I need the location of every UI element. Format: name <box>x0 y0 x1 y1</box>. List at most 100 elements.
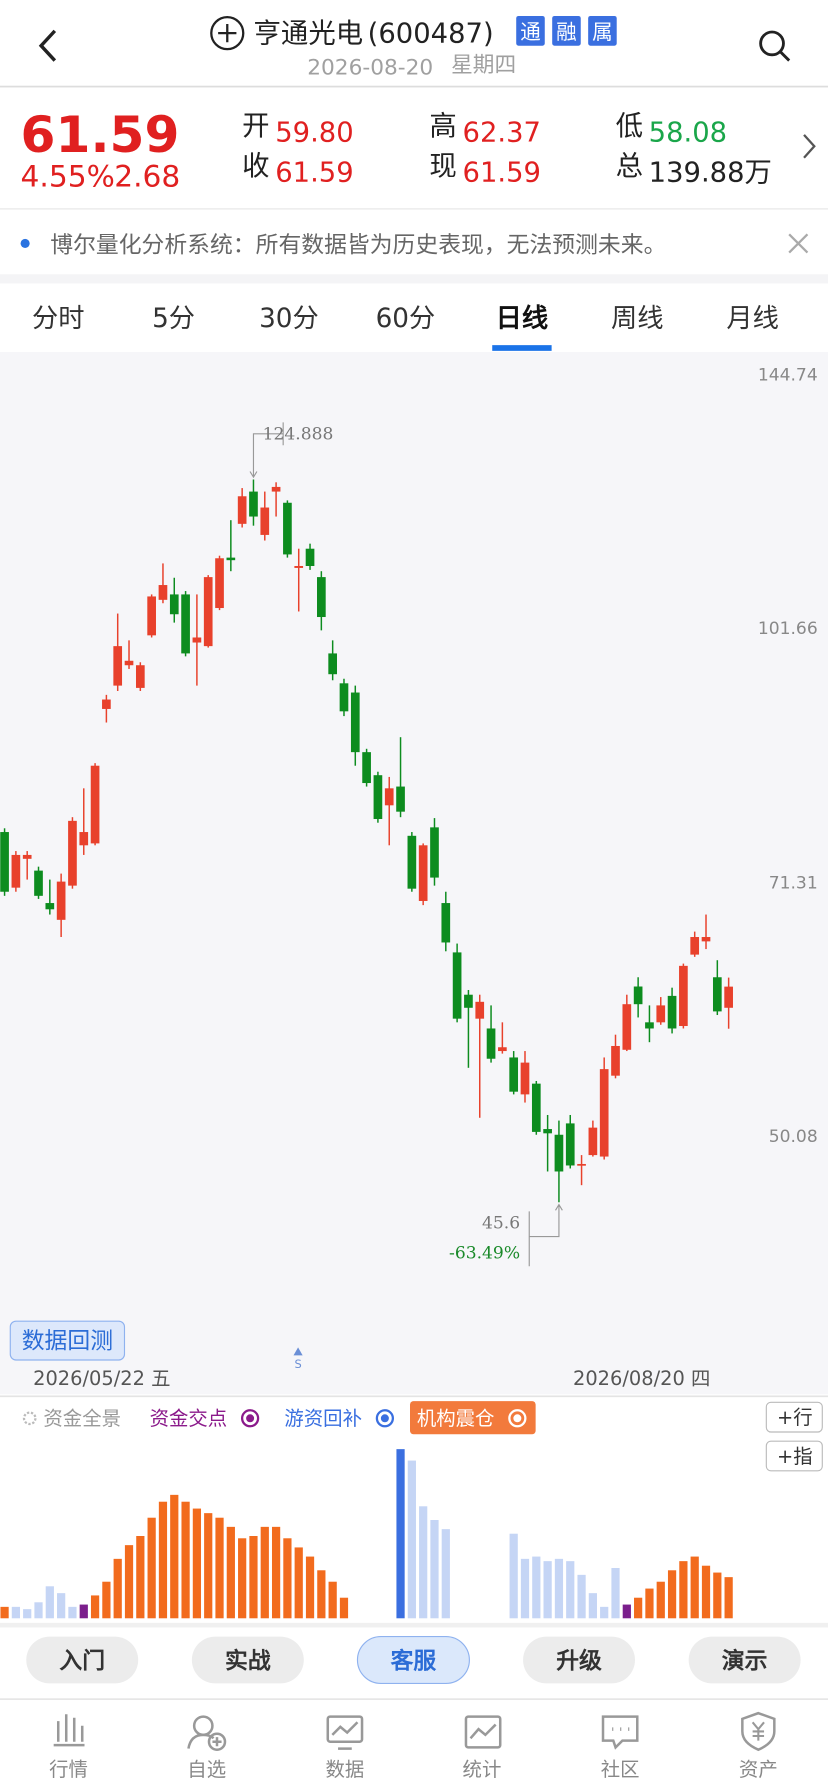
settings-icon[interactable] <box>22 1411 37 1426</box>
indicator[interactable]: 资金交点 <box>150 1407 228 1430</box>
indicator-active[interactable] <box>410 1401 536 1435</box>
pill[interactable] <box>356 1636 470 1684</box>
fund-bar <box>396 1449 405 1619</box>
tab-indicator <box>492 345 552 351</box>
nav-label[interactable]: 资产 <box>739 1758 778 1781</box>
period-tab[interactable]: 月线 <box>726 304 779 334</box>
divider <box>0 1698 828 1700</box>
fund-bar <box>713 1572 722 1619</box>
indicator-toggle <box>508 1409 527 1428</box>
candle-body <box>667 995 677 1029</box>
period-tab[interactable]: 日线 <box>496 304 549 334</box>
fund-bar <box>430 1520 439 1619</box>
period-tab[interactable]: 5分 <box>152 304 195 334</box>
candle-body <box>588 1127 598 1156</box>
indicator[interactable]: 资金全景 <box>43 1407 121 1430</box>
candle-body <box>418 845 428 901</box>
y-tick-label: 71.31 <box>769 873 818 893</box>
panel-button[interactable] <box>765 1440 823 1472</box>
back-button[interactable] <box>38 29 57 62</box>
fund-bar <box>509 1533 518 1619</box>
indicator-toggle[interactable] <box>375 1409 395 1428</box>
indicator-toggle-dot <box>513 1414 522 1423</box>
field-value: 58.08 <box>649 118 727 149</box>
icon-watch-plus-sign <box>212 1737 222 1747</box>
candle-body <box>701 937 711 942</box>
stock-code: (600487) <box>368 18 494 49</box>
nav-label[interactable]: 统计 <box>463 1758 502 1781</box>
period-tab[interactable]: 30分 <box>259 304 319 334</box>
backtest-button[interactable] <box>9 1320 126 1361</box>
icon-watch-plus <box>207 1732 227 1751</box>
pill[interactable] <box>523 1636 635 1684</box>
candle-body <box>294 565 304 568</box>
indicator[interactable]: 游资回补 <box>284 1407 362 1430</box>
nav-label[interactable]: 自选 <box>187 1758 226 1781</box>
candle-body <box>237 496 247 524</box>
nav-label[interactable]: 数据 <box>325 1758 364 1781</box>
fund-bar <box>667 1570 677 1619</box>
drawdown-label: -63.49% <box>449 1243 520 1263</box>
fund-bar <box>238 1538 247 1619</box>
nav-label[interactable]: 社区 <box>601 1758 640 1781</box>
y-tick-label: 101.66 <box>758 619 818 639</box>
add-favorite[interactable] <box>210 15 245 51</box>
period-tab[interactable]: 分时 <box>32 304 85 334</box>
candle-body <box>169 594 179 615</box>
field-value: 61.59 <box>463 158 541 189</box>
fund-bar <box>0 1606 9 1619</box>
pill[interactable] <box>688 1636 801 1684</box>
badge <box>588 16 617 46</box>
indicator-toggle-dot <box>246 1414 255 1423</box>
fund-bar <box>419 1506 428 1619</box>
fund-bar <box>147 1517 156 1619</box>
field-label: 开 <box>242 111 269 142</box>
fund-bar <box>79 1604 88 1619</box>
badge-label: 通 <box>520 20 541 44</box>
field-value: 139.88万 <box>649 158 772 189</box>
fund-bar <box>170 1494 179 1619</box>
fund-bar <box>113 1558 122 1619</box>
s-marker: S <box>294 1357 301 1371</box>
fund-bar <box>441 1529 450 1619</box>
candle-body <box>441 903 451 943</box>
candle-body <box>0 832 9 892</box>
candle-body <box>498 1047 507 1052</box>
pill[interactable] <box>26 1636 139 1684</box>
fund-bar <box>317 1570 326 1619</box>
nav-label[interactable]: 行情 <box>49 1758 88 1781</box>
candle-body <box>34 870 43 896</box>
panel-button[interactable] <box>765 1401 823 1433</box>
candle-body <box>11 854 21 888</box>
fund-bar <box>328 1581 337 1619</box>
pill[interactable] <box>191 1636 304 1684</box>
candle-body <box>317 577 326 618</box>
candle-body <box>45 903 55 910</box>
fund-bar <box>339 1597 349 1619</box>
candle-body <box>464 994 473 1008</box>
high-marker <box>249 422 284 479</box>
candle-body <box>192 637 202 643</box>
period-tab[interactable]: 周线 <box>611 304 664 334</box>
period-tab[interactable]: 60分 <box>376 304 436 334</box>
fund-bar <box>283 1538 292 1619</box>
icon-stats-line <box>469 1723 497 1740</box>
fund-bar <box>226 1526 235 1619</box>
search-button[interactable] <box>759 30 791 62</box>
indicator-toggle[interactable] <box>240 1409 260 1428</box>
s-marker-arrow <box>293 1347 303 1356</box>
candle-body <box>215 558 224 609</box>
low-label: 45.6 <box>482 1214 520 1234</box>
x-tick-label: 2026/08/20 四 <box>573 1367 710 1390</box>
candle-body <box>520 1062 530 1095</box>
low-marker <box>528 1203 563 1267</box>
more-button[interactable] <box>803 134 816 159</box>
divider <box>0 1395 828 1398</box>
date: 2026-08-20 <box>307 55 433 80</box>
candle-body <box>599 1069 609 1157</box>
candle-body <box>203 577 213 647</box>
notice-close[interactable] <box>788 233 809 254</box>
badge <box>552 16 581 46</box>
